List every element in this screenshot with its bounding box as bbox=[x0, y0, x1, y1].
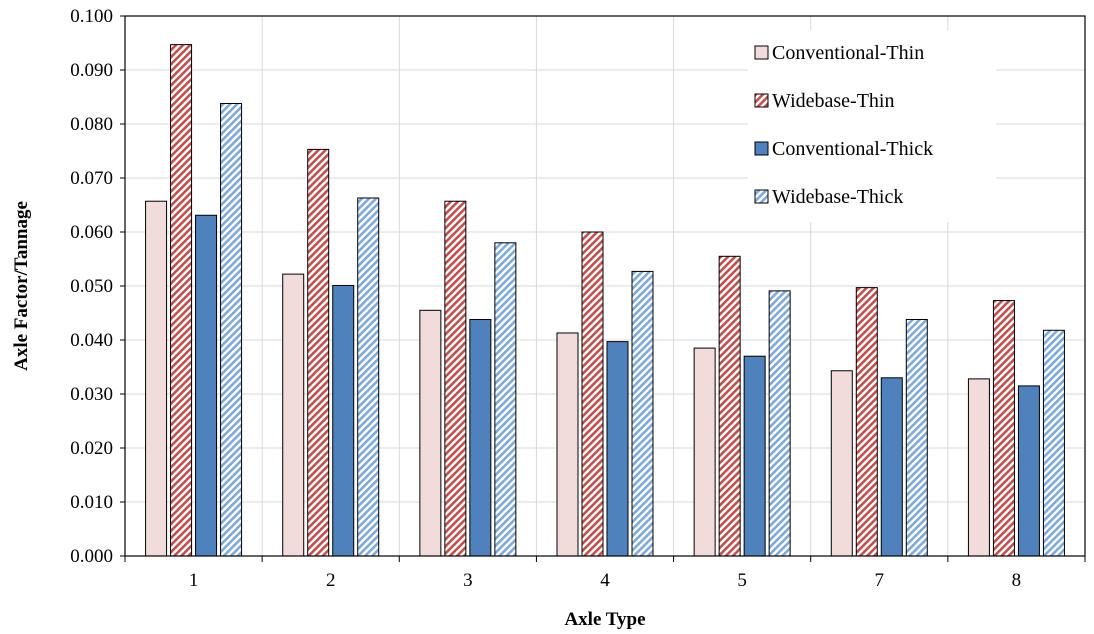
x-tick-labels: 1 2 3 4 5 7 8 bbox=[189, 570, 1021, 591]
legend-box bbox=[748, 30, 996, 222]
bar-conventional-thick-8 bbox=[1017, 385, 1040, 557]
gridlines bbox=[125, 15, 1085, 556]
bar-widebase-thick-3 bbox=[494, 242, 517, 557]
x-axis-title: Axle Type bbox=[564, 609, 645, 630]
bar-widebase-thick-1 bbox=[220, 102, 243, 557]
bar-widebase-thick-2 bbox=[357, 197, 380, 557]
y-tick-label: 0.070 bbox=[70, 168, 113, 189]
bar-conventional-thick-2 bbox=[332, 284, 355, 557]
x-tick-label: 4 bbox=[600, 570, 610, 591]
bar-conventional-thick-4 bbox=[606, 341, 629, 557]
bar-conventional-thin-7 bbox=[830, 370, 853, 557]
y-tick-labels: 0.000 0.010 0.020 0.030 0.040 0.050 0.060 0.070… bbox=[70, 6, 113, 567]
y-tick-label: 0.040 bbox=[70, 330, 113, 351]
axes-group bbox=[120, 15, 1086, 562]
bars-group bbox=[145, 44, 1065, 557]
bar-widebase-thin-7 bbox=[855, 287, 878, 557]
y-tick-label: 0.000 bbox=[70, 546, 113, 567]
legend: Conventional-Thin Widebase-Thin Convention… bbox=[748, 30, 996, 222]
bar-conventional-thin-5 bbox=[693, 347, 716, 557]
bar-widebase-thin-2 bbox=[307, 148, 330, 557]
y-tick-label: 0.080 bbox=[70, 114, 113, 135]
bar-conventional-thick-5 bbox=[743, 355, 766, 557]
x-tick-label: 8 bbox=[1012, 570, 1022, 591]
bar-conventional-thin-2 bbox=[282, 273, 305, 557]
bar-widebase-thick-4 bbox=[631, 270, 654, 557]
y-tick-label: 0.020 bbox=[70, 438, 113, 459]
legend-label: Conventional-Thin bbox=[772, 42, 924, 64]
legend-swatch bbox=[754, 189, 769, 204]
x-tick-label: 3 bbox=[463, 570, 473, 591]
bar-widebase-thin-8 bbox=[992, 300, 1015, 557]
y-tick-label: 0.030 bbox=[70, 384, 113, 405]
y-tick-label: 0.090 bbox=[70, 60, 113, 81]
y-tick-label: 0.100 bbox=[70, 6, 113, 27]
bar-widebase-thick-7 bbox=[905, 318, 928, 557]
bar-widebase-thin-4 bbox=[581, 231, 604, 557]
y-tick-label: 0.010 bbox=[70, 492, 113, 513]
legend-label: Conventional-Thick bbox=[772, 138, 933, 160]
legend-label: Widebase-Thin bbox=[772, 90, 894, 112]
bar-conventional-thin-4 bbox=[556, 332, 579, 557]
x-tick-label: 2 bbox=[326, 570, 336, 591]
bar-conventional-thick-1 bbox=[195, 214, 218, 557]
x-tick-label: 5 bbox=[737, 570, 747, 591]
bar-widebase-thick-8 bbox=[1042, 329, 1065, 557]
bar-widebase-thick-5 bbox=[768, 290, 791, 557]
legend-swatch bbox=[754, 45, 769, 60]
y-axis-title: Axle Factor/Tannage bbox=[11, 201, 32, 371]
x-tick-label: 1 bbox=[189, 570, 199, 591]
bar-conventional-thin-1 bbox=[145, 200, 168, 557]
bar-widebase-thin-3 bbox=[444, 200, 467, 557]
legend-label: Widebase-Thick bbox=[772, 186, 903, 208]
y-tick-label: 0.060 bbox=[70, 222, 113, 243]
y-tick-label: 0.050 bbox=[70, 276, 113, 297]
bar-conventional-thin-3 bbox=[419, 309, 442, 557]
bar-widebase-thin-5 bbox=[718, 255, 741, 557]
bar-conventional-thick-3 bbox=[469, 318, 492, 557]
legend-swatch bbox=[754, 93, 769, 108]
bar-widebase-thin-1 bbox=[170, 44, 193, 557]
bar-conventional-thick-7 bbox=[880, 377, 903, 557]
x-tick-label: 7 bbox=[875, 570, 885, 591]
bar-conventional-thin-8 bbox=[967, 378, 990, 557]
legend-swatch bbox=[754, 141, 769, 156]
